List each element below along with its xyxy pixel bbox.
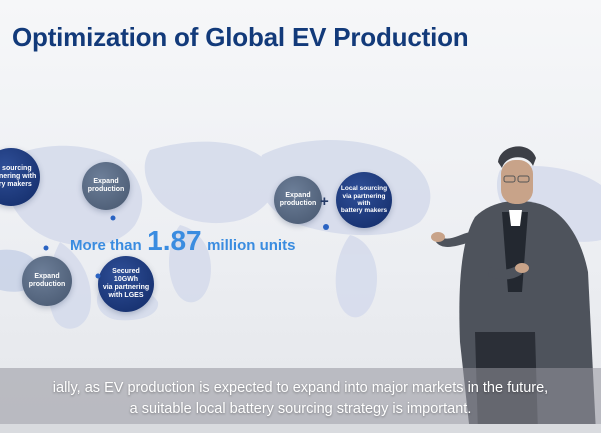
bubble-label: Expand production xyxy=(87,177,125,193)
bottom-strip xyxy=(0,424,601,433)
bubble-label: cal sourcing partnering with ttery maker… xyxy=(0,164,37,189)
headline-number: 1.87 xyxy=(147,225,202,256)
bubble-secured-lges: Secured 10GWh via partnering with LGES xyxy=(98,256,154,312)
bubble-expand-production-sea: Expand production xyxy=(22,256,72,306)
subtitle-line-2: a suitable local battery sourcing strate… xyxy=(129,401,472,417)
headline-suffix: million units xyxy=(207,237,296,254)
bubble-label: Expand production xyxy=(279,191,317,207)
bubble-label: Local sourcing via partnering with batte… xyxy=(340,185,388,215)
plus-icon: + xyxy=(320,193,329,210)
subtitle-band xyxy=(0,368,601,424)
headline-prefix: More than xyxy=(70,237,142,254)
bubble-local-sourcing-us: Local sourcing via partnering with batte… xyxy=(336,172,392,228)
bubble-expand-production-asia: Expand production xyxy=(82,162,130,210)
subtitle-line-1: ially, as EV production is expected to e… xyxy=(52,380,549,396)
bubble-expand-production-us: Expand production xyxy=(274,176,322,224)
bubble-label: Expand production xyxy=(28,272,66,288)
production-headline: More than 1.87 million units xyxy=(70,225,295,257)
bubble-label: Secured 10GWh via partnering with LGES xyxy=(102,267,150,300)
slide-title: Optimization of Global EV Production xyxy=(12,22,469,52)
